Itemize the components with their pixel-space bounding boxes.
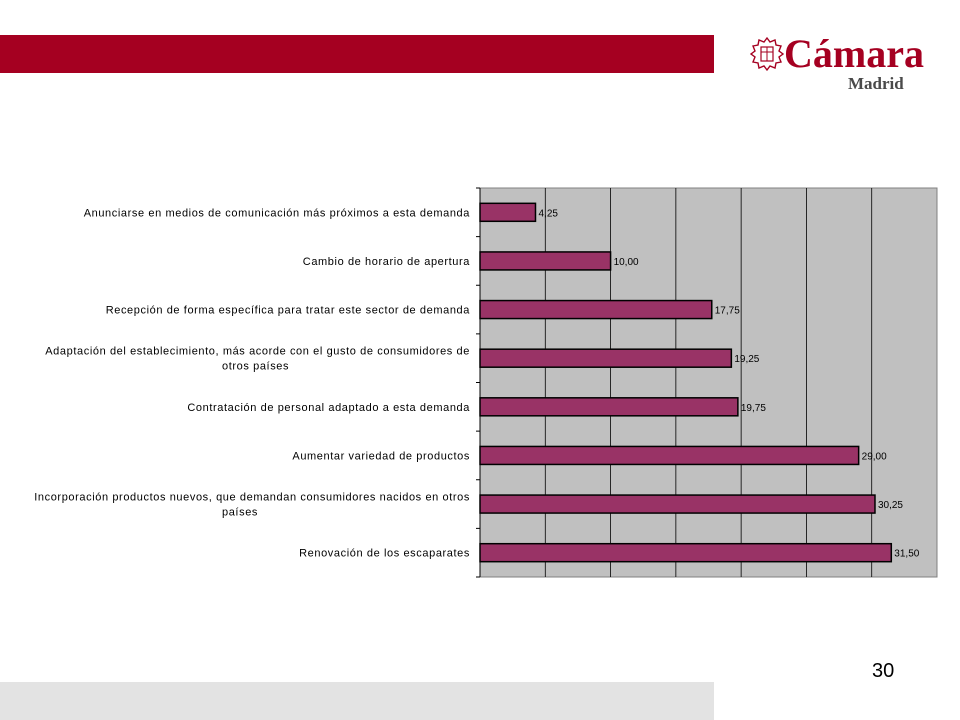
logo-subtitle: Madrid <box>848 74 904 93</box>
plot-area <box>479 187 938 578</box>
category-label: Cambio de horario de apertura <box>303 256 470 268</box>
data-label: 31,50 <box>894 549 919 560</box>
footer-band <box>0 682 714 720</box>
category-labels: Anunciarse en medios de comunicación más… <box>34 207 471 560</box>
category-label: Incorporación productos nuevos, que dema… <box>34 492 470 504</box>
category-axis-ticks <box>476 187 480 578</box>
category-label: Contratación de personal adaptado a esta… <box>187 402 470 414</box>
page-number: 30 <box>872 660 895 682</box>
category-label: Renovación de los escaparates <box>299 548 470 560</box>
bar <box>479 494 876 514</box>
bar <box>479 251 612 271</box>
category-label: Recepción de forma específica para trata… <box>106 305 471 317</box>
data-label: 30,25 <box>878 500 903 511</box>
bar <box>479 397 739 417</box>
data-label: 17,75 <box>715 306 740 317</box>
category-label: otros países <box>222 361 289 373</box>
data-label: 19,25 <box>734 354 759 365</box>
category-label: Adaptación del establecimiento, más acor… <box>45 346 470 358</box>
bar <box>479 445 860 466</box>
category-label: Aumentar variedad de productos <box>292 450 470 462</box>
data-label: 29,00 <box>862 451 887 462</box>
data-labels: 4,25 10,00 17,75 19,25 19,75 29,00 30,25 31,50 <box>538 208 919 559</box>
chamber-seal-icon <box>750 36 784 72</box>
camara-madrid-logo: Cámara Madrid <box>748 30 948 100</box>
bars <box>479 202 893 563</box>
data-label: 10,00 <box>614 257 639 268</box>
bar <box>479 542 893 563</box>
data-label: 19,75 <box>741 403 766 414</box>
header-band <box>0 35 714 73</box>
bar <box>479 299 713 320</box>
category-label: Anunciarse en medios de comunicación más… <box>84 207 471 219</box>
bar <box>479 348 733 368</box>
logo-wordmark: Cámara <box>784 31 924 76</box>
category-label: países <box>222 507 258 519</box>
bar <box>479 202 537 223</box>
data-label: 4,25 <box>538 208 558 219</box>
